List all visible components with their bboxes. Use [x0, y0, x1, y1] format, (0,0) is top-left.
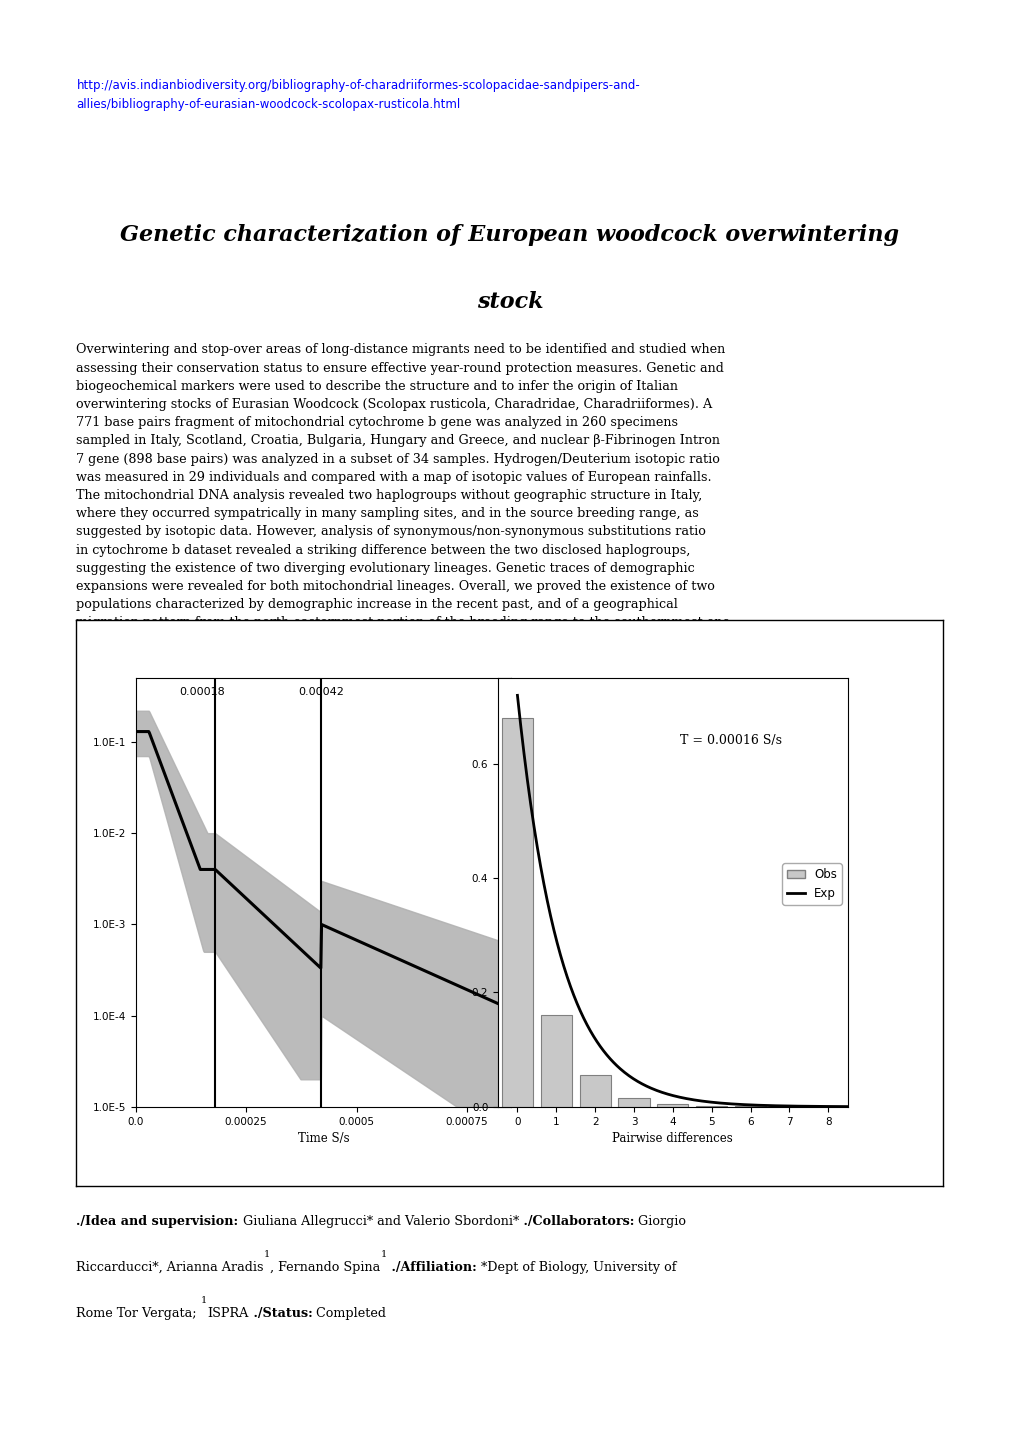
Text: 1: 1: [380, 1250, 386, 1258]
Bar: [656, 1104, 688, 1107]
Text: ./Affiliation:: ./Affiliation:: [386, 1261, 476, 1274]
Legend: Obs, Exp: Obs, Exp: [782, 863, 841, 905]
Text: http://avis.indianbiodiversity.org/bibliography-of-charadriiformes-scolopacidae-: http://avis.indianbiodiversity.org/bibli…: [76, 79, 640, 111]
Text: Completed: Completed: [312, 1307, 386, 1320]
Bar: [501, 719, 533, 1107]
Text: 0.00018: 0.00018: [179, 687, 224, 697]
Bar: [579, 1075, 610, 1107]
Text: Genetic characterization of European woodcock overwintering: Genetic characterization of European woo…: [120, 224, 899, 245]
Text: ISPRA: ISPRA: [207, 1307, 249, 1320]
Text: ./Collaborators:: ./Collaborators:: [519, 1215, 634, 1228]
Text: Rome Tor Vergata;: Rome Tor Vergata;: [76, 1307, 201, 1320]
X-axis label: Pairwise differences: Pairwise differences: [611, 1133, 733, 1146]
Text: stock: stock: [476, 291, 543, 313]
Text: , Fernando Spina: , Fernando Spina: [270, 1261, 380, 1274]
Text: *Dept of Biology, University of: *Dept of Biology, University of: [476, 1261, 676, 1274]
X-axis label: Time S/s: Time S/s: [298, 1133, 348, 1146]
Bar: [540, 1016, 572, 1107]
Text: Riccarducci*, Arianna Aradis: Riccarducci*, Arianna Aradis: [76, 1261, 264, 1274]
Text: Giuliana Allegrucci* and Valerio Sbordoni*: Giuliana Allegrucci* and Valerio Sbordon…: [238, 1215, 519, 1228]
Text: ./Idea and supervision:: ./Idea and supervision:: [76, 1215, 238, 1228]
Bar: [618, 1098, 649, 1107]
Text: 1: 1: [264, 1250, 270, 1258]
Text: T = 0.00016 S/s: T = 0.00016 S/s: [679, 734, 781, 747]
Text: 0.00042: 0.00042: [298, 687, 343, 697]
Text: Giorgio: Giorgio: [634, 1215, 686, 1228]
Text: 1: 1: [201, 1296, 207, 1304]
Text: Overwintering and stop-over areas of long-distance migrants need to be identifie: Overwintering and stop-over areas of lon…: [76, 343, 730, 648]
Text: ./Status:: ./Status:: [249, 1307, 312, 1320]
